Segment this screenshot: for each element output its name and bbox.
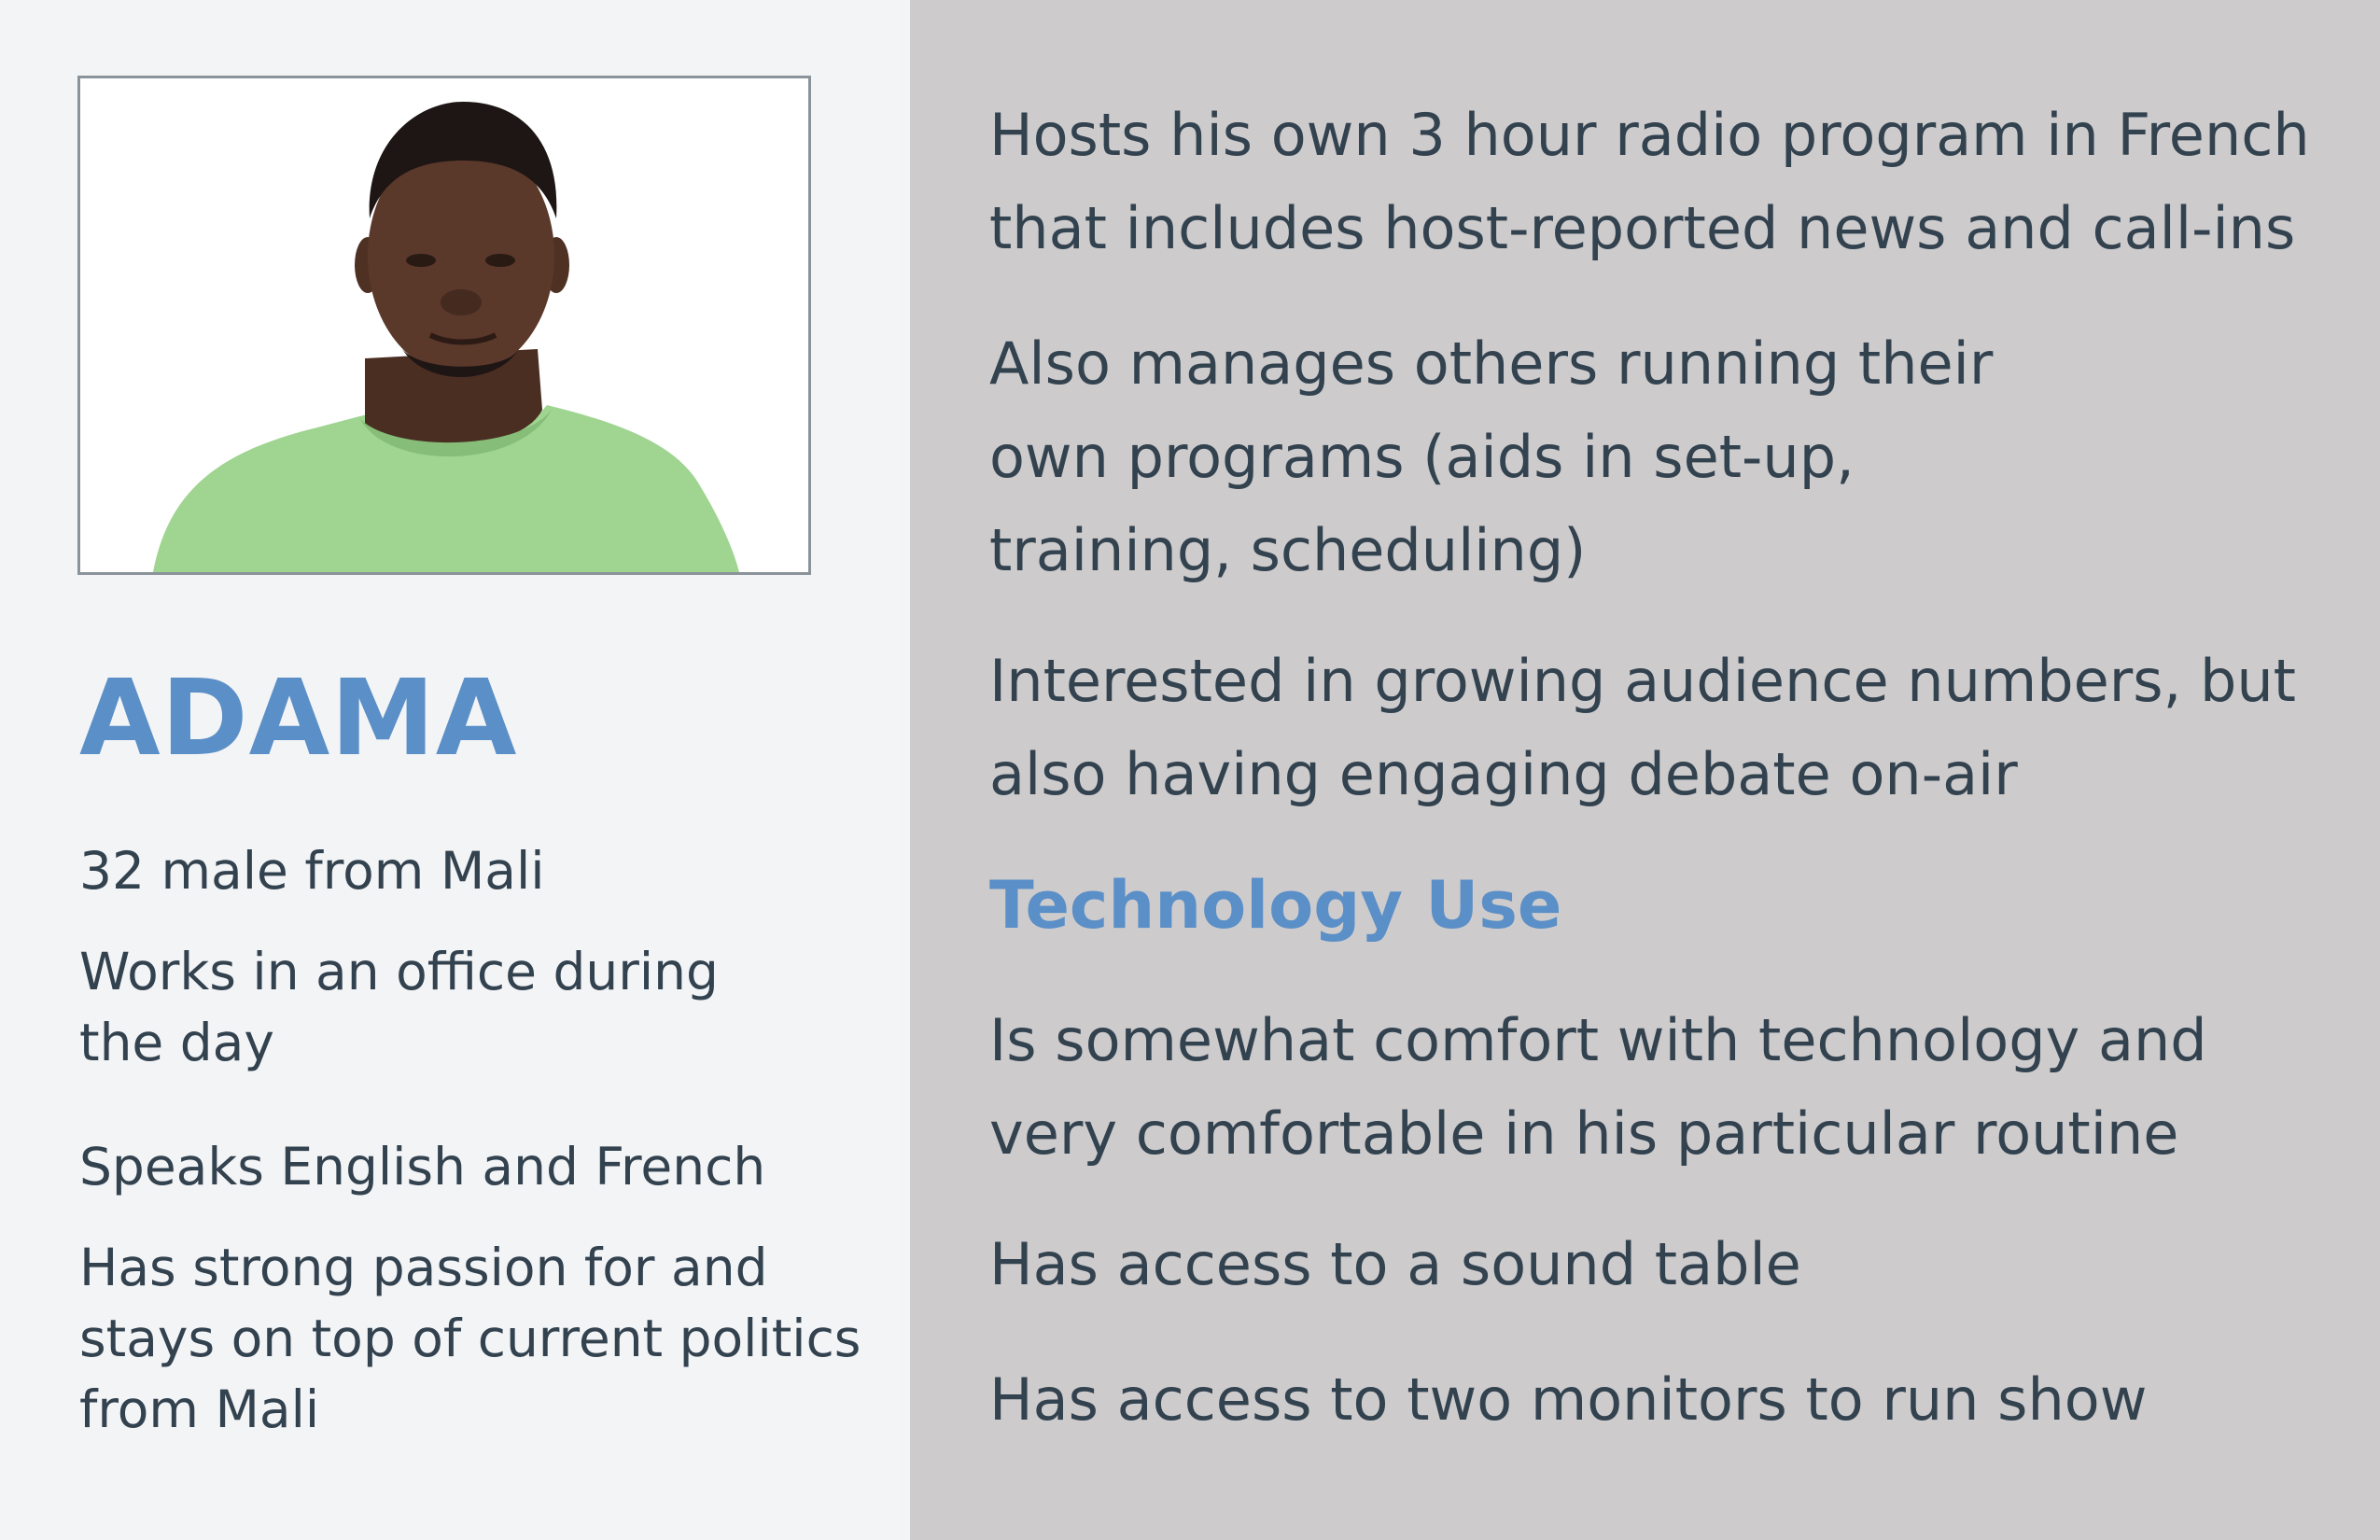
profile-photo [77, 76, 811, 575]
details-panel [910, 0, 2380, 1540]
tech-monitors: Has access to two monitors to run show [989, 1365, 2148, 1434]
technology-use-heading: Technology Use [989, 867, 1562, 944]
role-radio-program: Hosts his own 3 hour radio program in Fr… [989, 101, 2310, 262]
persona-languages: Speaks English and French [79, 1137, 766, 1197]
tech-comfort: Is somewhat comfort with technology and … [989, 1006, 2207, 1168]
tech-sound-table: Has access to a sound table [989, 1230, 1801, 1298]
persona-age-origin: 32 male from Mali [79, 841, 545, 901]
role-audience-goals: Interested in growing audience numbers, … [989, 647, 2296, 808]
role-manages-others: Also manages others running their own pr… [989, 329, 1994, 584]
persona-name: ADAMA [79, 658, 518, 779]
persona-occupation: Works in an office during the day [79, 942, 719, 1072]
persona-interests: Has strong passion for and stays on top … [79, 1238, 861, 1439]
person-portrait-icon [80, 78, 808, 572]
